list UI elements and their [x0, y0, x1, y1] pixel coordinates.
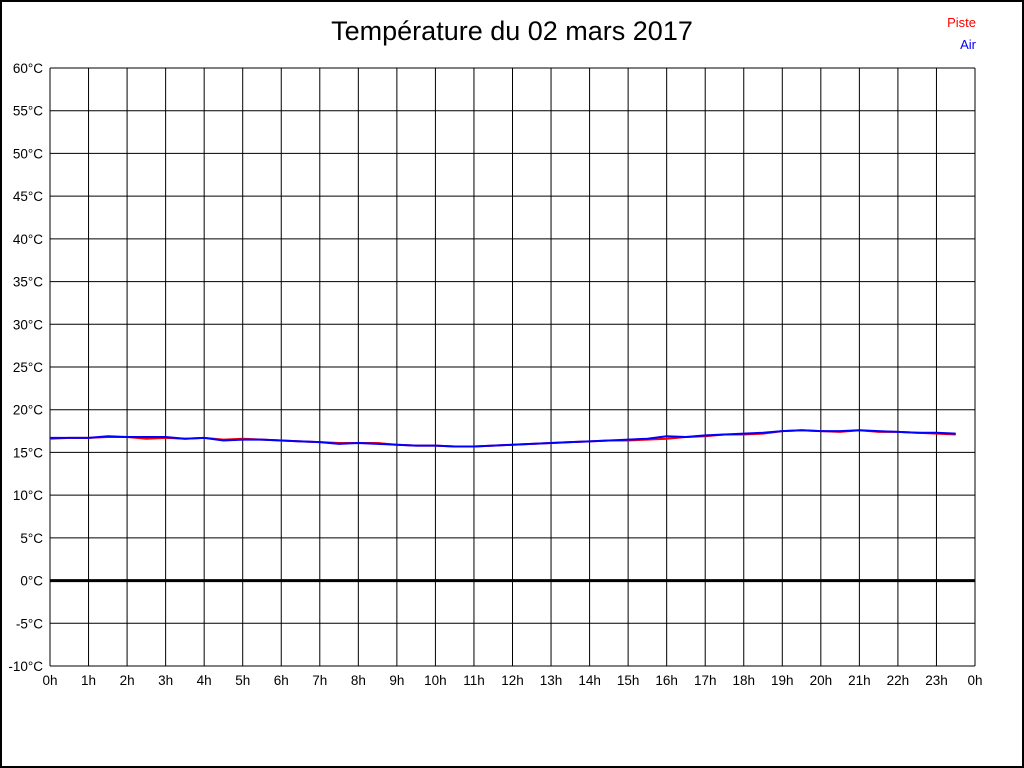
y-tick-label: 25°C	[13, 360, 43, 375]
y-tick-label: 40°C	[13, 232, 43, 247]
y-tick-label: 0°C	[20, 574, 43, 589]
x-tick-label: 14h	[578, 673, 601, 688]
legend: Piste Air	[947, 12, 976, 56]
x-tick-label: 5h	[235, 673, 250, 688]
x-tick-label: 1h	[81, 673, 96, 688]
x-tick-label: 16h	[655, 673, 678, 688]
x-tick-label: 23h	[925, 673, 948, 688]
x-tick-label: 0h	[967, 673, 982, 688]
x-tick-label: 21h	[848, 673, 871, 688]
y-tick-label: 30°C	[13, 317, 43, 332]
x-tick-label: 20h	[810, 673, 833, 688]
x-tick-label: 0h	[42, 673, 57, 688]
y-tick-label: 15°C	[13, 445, 43, 460]
x-tick-label: 10h	[424, 673, 447, 688]
x-tick-label: 17h	[694, 673, 717, 688]
x-tick-label: 15h	[617, 673, 640, 688]
x-tick-label: 4h	[197, 673, 212, 688]
x-tick-label: 11h	[463, 673, 485, 688]
y-tick-label: 5°C	[20, 531, 43, 546]
x-tick-label: 2h	[120, 673, 135, 688]
x-tick-label: 7h	[312, 673, 327, 688]
x-tick-label: 22h	[887, 673, 910, 688]
y-tick-label: 20°C	[13, 403, 43, 418]
x-tick-label: 9h	[389, 673, 404, 688]
x-tick-label: 19h	[771, 673, 794, 688]
y-tick-label: -10°C	[8, 659, 43, 674]
y-tick-label: 55°C	[13, 104, 43, 119]
y-tick-label: -5°C	[16, 616, 43, 631]
legend-item-piste: Piste	[947, 15, 976, 30]
x-tick-label: 12h	[501, 673, 524, 688]
y-tick-label: 10°C	[13, 488, 43, 503]
series-line-air	[50, 429, 956, 448]
x-tick-label: 18h	[732, 673, 755, 688]
y-tick-label: 45°C	[13, 189, 43, 204]
chart-title: Température du 02 mars 2017	[331, 16, 693, 46]
x-tick-label: 13h	[540, 673, 563, 688]
y-tick-label: 35°C	[13, 275, 43, 290]
legend-item-air: Air	[960, 37, 976, 52]
x-tick-label: 6h	[274, 673, 289, 688]
x-tick-label: 8h	[351, 673, 366, 688]
y-tick-label: 60°C	[13, 61, 43, 76]
x-tick-label: 3h	[158, 673, 173, 688]
y-tick-label: 50°C	[13, 146, 43, 161]
